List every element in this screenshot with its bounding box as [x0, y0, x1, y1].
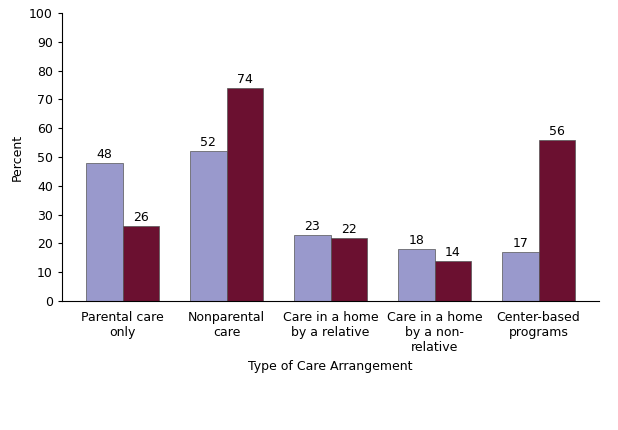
Text: 17: 17 [512, 237, 528, 250]
Bar [294, 235, 331, 301]
Text: 18: 18 [408, 234, 425, 247]
Text: 56: 56 [549, 125, 565, 138]
Bar [227, 88, 263, 301]
Text: 52: 52 [200, 136, 216, 149]
Text: 14: 14 [445, 246, 460, 259]
Text: 74: 74 [237, 73, 253, 86]
Bar [190, 151, 227, 301]
Bar [539, 140, 575, 301]
Text: 48: 48 [96, 147, 112, 161]
Bar [87, 163, 122, 301]
Text: 26: 26 [133, 211, 149, 224]
Bar [398, 249, 434, 301]
Bar [122, 226, 159, 301]
Bar [502, 252, 539, 301]
X-axis label: Type of Care Arrangement: Type of Care Arrangement [248, 360, 413, 373]
Bar [331, 238, 367, 301]
Y-axis label: Percent: Percent [11, 133, 23, 181]
Text: 23: 23 [305, 220, 320, 233]
Text: 22: 22 [341, 223, 357, 236]
Bar [434, 261, 471, 301]
